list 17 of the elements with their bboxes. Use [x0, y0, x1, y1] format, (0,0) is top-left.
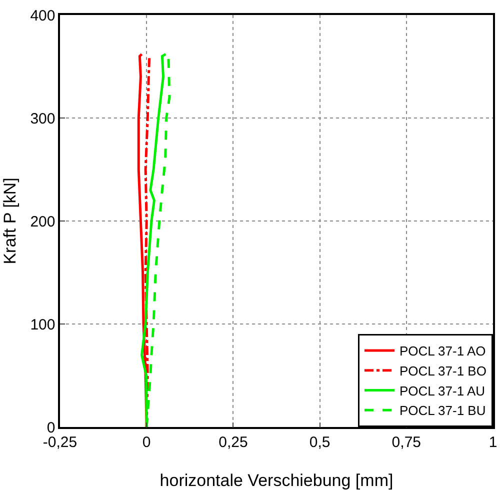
x-tick-label: 0,5 — [309, 434, 330, 451]
x-tick-label: 1 — [488, 434, 498, 451]
y-tick-label: 400 — [30, 7, 56, 24]
legend-label: POCL 37-1 AU — [400, 383, 486, 398]
y-tick-label: 0 — [46, 419, 56, 436]
x-tick-label: -0,25 — [42, 434, 78, 451]
y-tick-label: 300 — [30, 110, 56, 128]
y-axis-title: Kraft P [kN] — [0, 178, 20, 264]
legend-label: POCL 37-1 AO — [400, 344, 486, 359]
x-tick-label: 0,75 — [392, 434, 421, 451]
x-axis-title: horizontale Verschiebung [mm] — [160, 471, 394, 490]
y-tick-label: 200 — [30, 213, 56, 230]
x-tick-label: 0,25 — [218, 434, 248, 451]
legend-label: POCL 37-1 BO — [400, 363, 486, 378]
x-tick-label: 0 — [142, 434, 151, 451]
y-tick-label: 100 — [30, 316, 56, 334]
legend-label: POCL 37-1 BU — [400, 403, 486, 418]
